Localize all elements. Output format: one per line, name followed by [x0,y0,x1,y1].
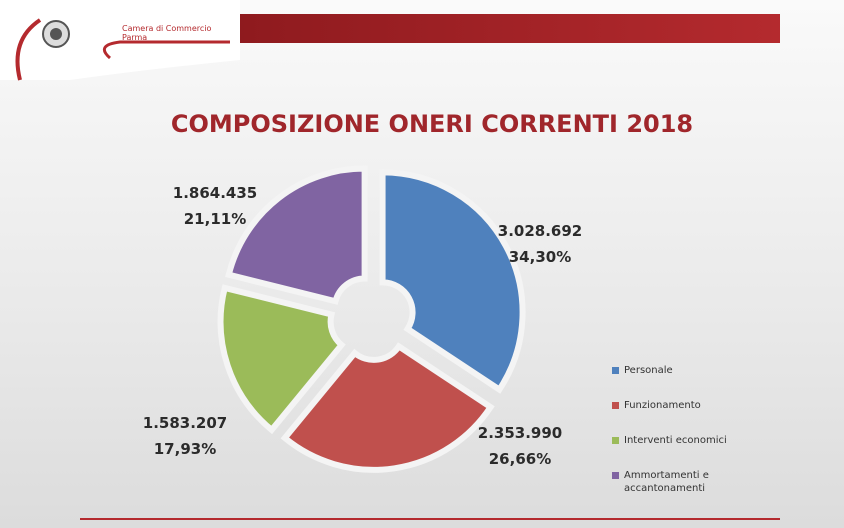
logo-curve [15,18,42,81]
value-label: 2.353.990 [478,424,562,442]
legend-label: Personale [624,365,673,376]
legend-label: Interventi economici [624,435,727,446]
pie-slice [379,169,526,394]
legend-swatch [612,472,619,479]
legend: Personale Funzionamento Interventi economi… [612,364,782,517]
value-label: 1.864.435 [173,184,257,202]
legend-label: Ammortamenti e accantonamenti [624,470,709,494]
value-label: 3.028.692 [498,222,582,240]
legend-entry: Funzionamento [612,399,782,412]
chart-title: COMPOSIZIONE ONERI CORRENTI 2018 [171,110,693,138]
header-bar [235,14,780,43]
pie-slice [225,165,368,305]
org-name: Camera di Commercio [122,24,212,33]
percentage-label: 34,30% [509,248,571,266]
logo-swoosh [102,40,230,60]
legend-entry: Ammortamenti e accantonamenti [612,469,782,495]
pie-slice [280,342,495,473]
legend-entry: Interventi economici [612,434,782,447]
logo-area [0,0,240,80]
org-city: Parma [122,33,147,42]
legend-swatch [612,402,619,409]
legend-entry: Personale [612,364,782,377]
logo-emblem-inner [50,28,62,40]
percentage-label: 17,93% [154,440,216,458]
legend-swatch [612,367,619,374]
percentage-label: 21,11% [184,210,246,228]
legend-swatch [612,437,619,444]
percentage-label: 26,66% [489,450,551,468]
value-label: 1.583.207 [143,414,227,432]
pie-slice [217,284,346,435]
legend-label: Funzionamento [624,400,701,411]
